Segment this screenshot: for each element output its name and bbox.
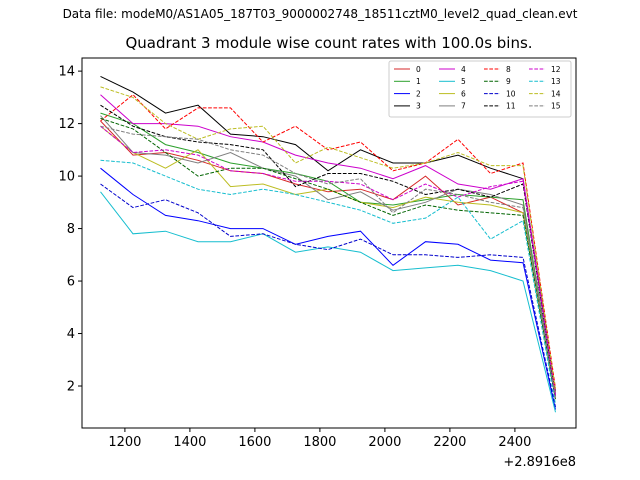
series-line-14: [100, 86, 556, 392]
series-line-8: [100, 94, 556, 389]
series-line-9: [100, 117, 556, 400]
x-axis-offset-label: +2.8916e8: [503, 455, 576, 470]
y-tick-label: 2: [67, 380, 75, 395]
x-tick-label: 2400: [498, 435, 531, 450]
y-tick-label: 8: [67, 222, 75, 237]
legend-label-10: 10: [506, 89, 516, 98]
legend-label-5: 5: [461, 77, 466, 86]
series-line-5: [100, 191, 556, 413]
legend-label-13: 13: [551, 77, 561, 86]
series-line-6: [100, 125, 556, 400]
legend-label-7: 7: [461, 102, 466, 111]
legend-label-9: 9: [506, 77, 511, 86]
legend-label-3: 3: [416, 102, 421, 111]
x-tick-label: 1800: [303, 435, 336, 450]
x-tick-label: 1600: [238, 435, 271, 450]
x-tick-label: 2000: [368, 435, 401, 450]
series-layer: [100, 75, 556, 413]
data-file-suptitle: Data file: modeM0/AS1A05_187T03_90000027…: [62, 7, 578, 21]
y-axis-ticks: 2 4 6 8 10 12 14: [58, 65, 82, 395]
series-line-12: [100, 125, 556, 397]
legend-label-14: 14: [551, 89, 561, 98]
x-tick-label: 1400: [173, 435, 206, 450]
x-tick-label: 1200: [108, 435, 141, 450]
series-line-15: [100, 125, 556, 400]
x-tick-label: 2200: [433, 435, 466, 450]
plot-frame: [81, 57, 577, 429]
legend-label-12: 12: [551, 65, 561, 74]
series-line-3: [100, 75, 556, 392]
series-line-2: [100, 167, 556, 410]
legend-label-8: 8: [506, 65, 511, 74]
y-tick-label: 12: [58, 117, 75, 132]
legend-label-4: 4: [461, 65, 466, 74]
legend-label-6: 6: [461, 89, 466, 98]
legend-box: [388, 60, 572, 118]
legend-label-11: 11: [506, 102, 516, 111]
y-tick-label: 14: [58, 65, 75, 80]
series-line-0: [100, 120, 556, 400]
legend-label-0: 0: [416, 65, 421, 74]
series-line-11: [100, 104, 556, 397]
y-tick-label: 10: [58, 170, 75, 185]
legend-label-1: 1: [416, 77, 421, 86]
y-tick-label: 6: [67, 275, 75, 290]
x-axis-ticks: 1200 1400 1600 1800 2000 2200 2400: [108, 428, 531, 450]
legend-label-15: 15: [551, 102, 561, 111]
series-line-7: [100, 115, 556, 397]
y-tick-label: 4: [67, 327, 75, 342]
legend-label-2: 2: [416, 89, 421, 98]
series-line-10: [100, 183, 556, 408]
series-line-13: [100, 159, 556, 405]
chart-title: Quadrant 3 module wise count rates with …: [125, 34, 533, 52]
series-line-4: [100, 94, 556, 394]
